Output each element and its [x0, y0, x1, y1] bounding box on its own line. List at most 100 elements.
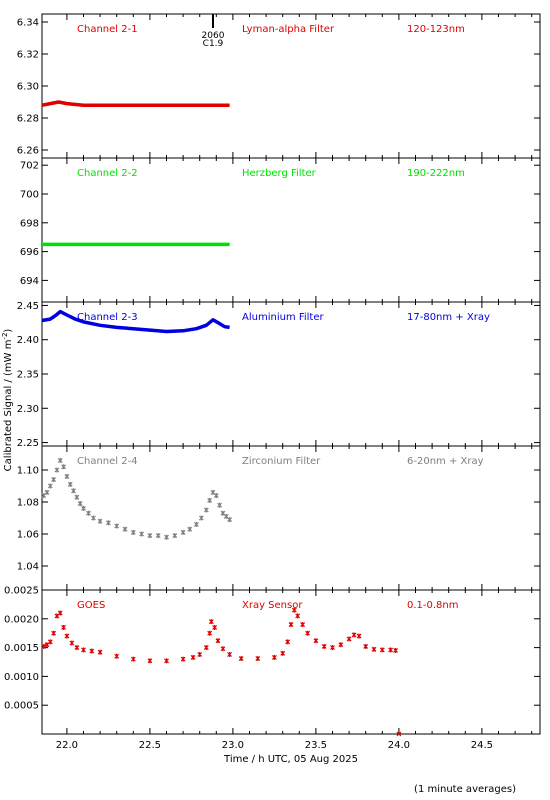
y-tick-label: 6.26 — [17, 146, 39, 157]
x-tick-label: 22.5 — [139, 740, 161, 751]
y-tick-label: 6.32 — [17, 50, 39, 61]
data-point — [47, 483, 53, 489]
data-point — [97, 649, 103, 655]
data-point — [44, 489, 50, 495]
panel-frame — [41, 301, 541, 447]
data-point — [193, 521, 199, 527]
y-tick-label: 0.0025 — [4, 586, 39, 597]
data-point — [147, 658, 153, 664]
series-line — [41, 309, 230, 334]
data-point — [227, 652, 233, 658]
x-tick-label: 23.0 — [222, 740, 244, 751]
panel-band-label: 120-123nm — [407, 24, 465, 35]
x-tick-label: 23.5 — [305, 740, 327, 751]
x-tick-label: 24.0 — [388, 740, 410, 751]
data-point — [363, 643, 369, 649]
data-point — [81, 647, 86, 653]
data-point — [61, 464, 67, 470]
data-point — [255, 656, 261, 662]
event-marker-top-label: 2060 — [202, 31, 225, 41]
data-point — [208, 619, 214, 625]
data-point — [130, 656, 136, 662]
data-point — [213, 493, 219, 499]
data-point — [285, 639, 291, 645]
panel-frame — [41, 13, 541, 159]
y-tick-label: 2.25 — [17, 438, 39, 449]
data-point — [379, 647, 385, 653]
data-point — [54, 467, 60, 473]
panel-frame — [41, 445, 541, 591]
data-point — [313, 638, 319, 644]
data-point — [203, 507, 209, 513]
data-point — [164, 658, 169, 664]
data-point — [147, 533, 153, 539]
y-tick-label: 696 — [20, 247, 39, 258]
footnote: (1 minute averages) — [414, 784, 516, 795]
data-point — [61, 624, 67, 630]
data-point — [300, 622, 306, 628]
data-point — [41, 643, 47, 649]
panel-filter-label: Lyman-alpha Filter — [242, 24, 335, 35]
data-point — [74, 645, 80, 651]
data-point — [180, 529, 186, 535]
data-point — [351, 632, 357, 638]
data-point — [51, 477, 57, 483]
data-point — [172, 533, 178, 539]
data-point — [51, 630, 57, 636]
y-axis-label-sup: -2 — [1, 333, 9, 340]
data-point — [203, 645, 209, 651]
y-tick-label: 2.40 — [17, 335, 39, 346]
data-point — [356, 633, 362, 639]
panel-channel-label: Channel 2-3 — [77, 312, 138, 323]
data-point — [89, 648, 95, 654]
data-point — [321, 643, 327, 649]
data-point — [207, 497, 213, 503]
y-tick-label: 2.45 — [17, 301, 39, 312]
data-point — [67, 481, 73, 487]
y-tick-label: 1.04 — [17, 562, 39, 573]
data-point — [164, 534, 169, 540]
panel-band-label: 6-20nm + Xray — [407, 456, 484, 467]
data-point — [91, 515, 96, 521]
y-tick-label: 698 — [20, 218, 39, 229]
x-axis-label: Time / h UTC, 05 Aug 2025 — [223, 754, 358, 765]
data-point — [220, 646, 226, 652]
data-point — [190, 654, 196, 660]
panel-channel-label: Channel 2-4 — [77, 456, 138, 467]
data-point — [271, 654, 277, 660]
data-point — [180, 656, 186, 662]
panel-2: 694 696 698 700 702 Channel 2-2 Herzberg Filte… — [20, 157, 541, 303]
data-point — [396, 731, 402, 737]
data-point — [139, 531, 145, 537]
data-point — [227, 517, 233, 523]
data-point — [114, 653, 120, 659]
data-point — [215, 638, 221, 644]
event-marker-bottom-label: C1.9 — [203, 39, 224, 49]
y-tick-label: 1.08 — [17, 498, 39, 509]
data-point — [388, 647, 394, 653]
data-point — [238, 656, 244, 662]
x-tick-label: 24.5 — [471, 740, 493, 751]
data-point — [288, 622, 294, 628]
data-point — [295, 613, 301, 619]
y-tick-label: 1.06 — [17, 530, 39, 541]
data-point — [77, 501, 83, 507]
panel-channel-label: Channel 2-1 — [77, 24, 138, 35]
y-tick-label: 0.0010 — [4, 672, 39, 683]
y-axis-label: Calibrated Signal / (mW m-2) — [1, 329, 14, 472]
panel-frame — [41, 589, 541, 735]
data-point — [217, 502, 223, 508]
data-point — [47, 639, 53, 645]
panel-channel-label: Channel 2-2 — [77, 168, 138, 179]
y-tick-label: 2.30 — [17, 404, 39, 415]
panel-3: 2.25 2.30 2.35 2.40 2.45 Channel 2-3 Aluminium… — [17, 301, 541, 449]
y-tick-label: 0.0005 — [4, 701, 39, 712]
y-tick-label: 6.34 — [17, 18, 39, 29]
data-point — [86, 510, 91, 516]
data-point — [64, 633, 70, 639]
data-point — [198, 515, 204, 521]
data-point — [212, 624, 218, 630]
panel-filter-label: Zirconium Filter — [242, 456, 321, 467]
data-point — [338, 642, 344, 648]
